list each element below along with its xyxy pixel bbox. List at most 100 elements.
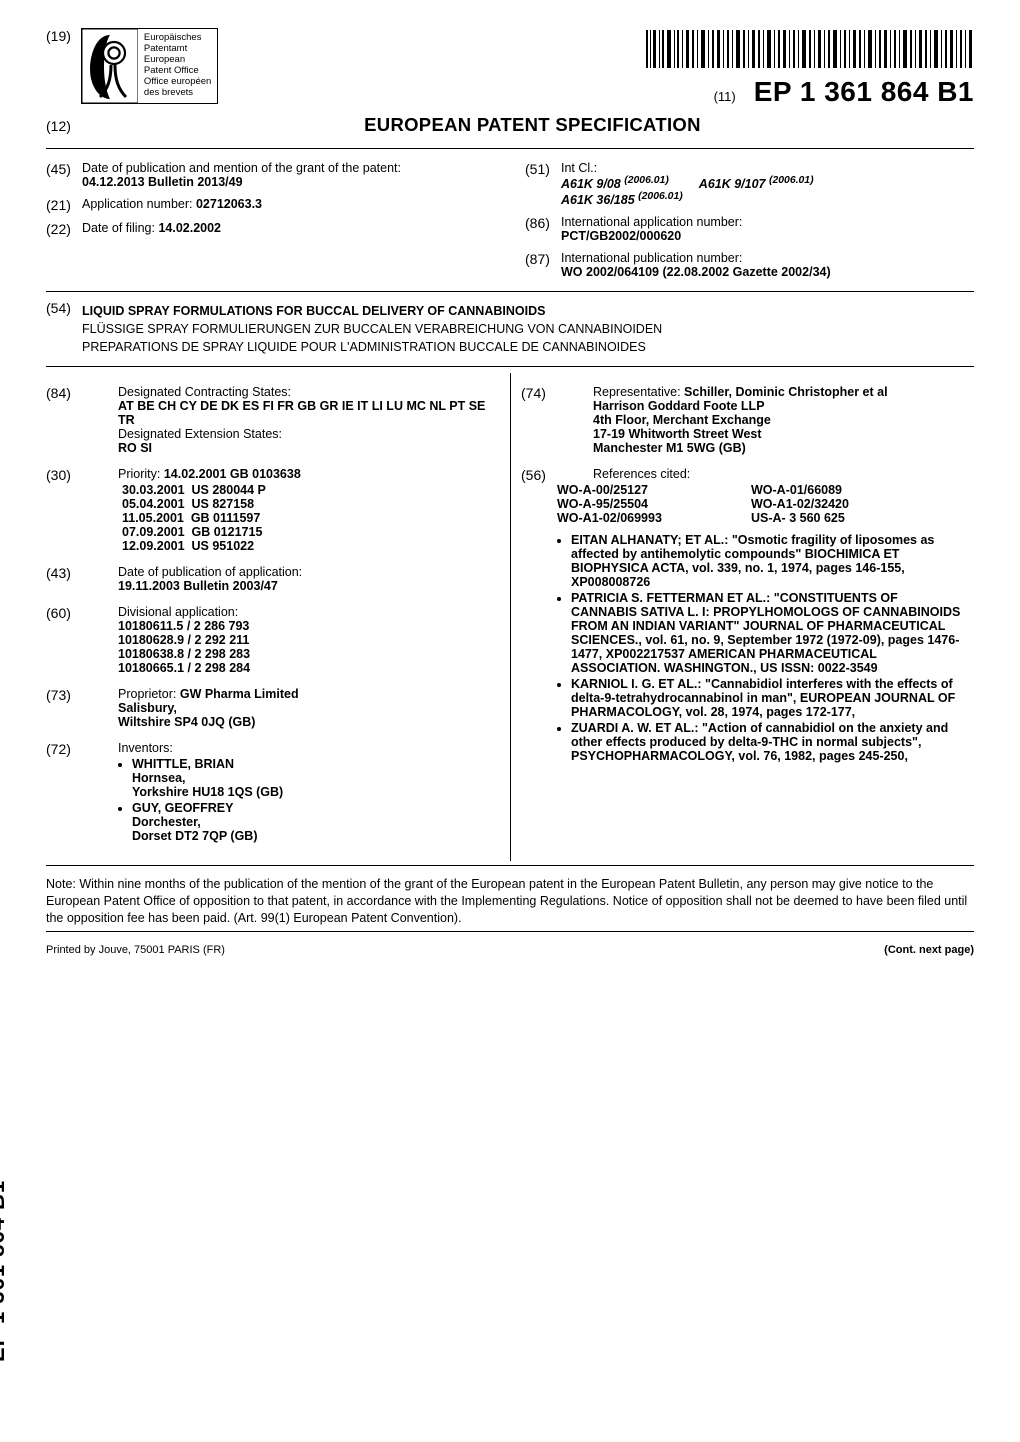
f73-label: Proprietor: bbox=[118, 687, 176, 701]
title-fr: PREPARATIONS DE SPRAY LIQUIDE POUR L'ADM… bbox=[82, 340, 974, 354]
divider bbox=[46, 366, 974, 367]
ref-npl: EITAN ALHANATY; ET AL.: "Osmotic fragili… bbox=[571, 533, 962, 589]
biblio-main: (84) Designated Contracting States: AT B… bbox=[46, 373, 974, 861]
f43-label: Date of publication of application: bbox=[118, 565, 302, 579]
inventor-addr: Yorkshire HU18 1QS (GB) bbox=[132, 785, 283, 799]
divisional-line: 10180628.9 / 2 292 211 bbox=[118, 633, 249, 647]
f45-label: Date of publication and mention of the g… bbox=[82, 161, 401, 175]
epo-logo: Europäisches Patentamt European Patent O… bbox=[81, 28, 218, 104]
inventor-item: WHITTLE, BRIAN Hornsea, Yorkshire HU18 1… bbox=[132, 757, 487, 799]
inid-72: (72) bbox=[46, 741, 76, 845]
f51-label: Int Cl.: bbox=[561, 161, 597, 175]
barcode-block: (11) EP 1 361 864 B1 bbox=[644, 28, 974, 108]
divisional-line: 10180611.5 / 2 286 793 bbox=[118, 619, 249, 633]
priority-line: 12.09.2001 US 951022 bbox=[122, 539, 487, 553]
inventor-name: WHITTLE, BRIAN bbox=[132, 757, 234, 771]
inventor-name: GUY, GEOFFREY bbox=[132, 801, 233, 815]
f21-label: Application number: bbox=[82, 197, 192, 211]
inid-22: (22) bbox=[46, 221, 76, 237]
inid-30: (30) bbox=[46, 467, 76, 483]
inventor-item: GUY, GEOFFREY Dorchester, Dorset DT2 7QP… bbox=[132, 801, 487, 843]
opposition-note: Note: Within nine months of the publicat… bbox=[46, 876, 974, 927]
priority-line: 14.02.2001 GB 0103638 bbox=[164, 467, 301, 481]
ipc-code: A61K 9/08 (2006.01) bbox=[561, 175, 669, 191]
divisional-line: 10180665.1 / 2 298 284 bbox=[118, 661, 250, 675]
inid-86: (86) bbox=[525, 215, 555, 243]
column-divider bbox=[510, 373, 511, 861]
f86-label: International application number: bbox=[561, 215, 742, 229]
inid-51: (51) bbox=[525, 161, 555, 207]
f87-value: WO 2002/064109 (22.08.2002 Gazette 2002/… bbox=[561, 265, 831, 279]
title-en: LIQUID SPRAY FORMULATIONS FOR BUCCAL DEL… bbox=[82, 304, 974, 318]
priority-line: 05.04.2001 US 827158 bbox=[122, 497, 487, 511]
ref-patent: WO-A-00/25127 bbox=[557, 483, 727, 497]
f84-ext: RO SI bbox=[118, 441, 152, 455]
divider bbox=[46, 931, 974, 932]
ref-patent: US-A- 3 560 625 bbox=[751, 511, 921, 525]
ref-npl: KARNIOL I. G. ET AL.: "Cannabidiol inter… bbox=[571, 677, 962, 719]
spine-pubnum: EP 1 361 864 B1 bbox=[0, 1180, 10, 1362]
document-kind: EUROPEAN PATENT SPECIFICATION bbox=[91, 114, 974, 136]
proprietor-addr: Salisbury, bbox=[118, 701, 177, 715]
divider bbox=[46, 148, 974, 149]
inid-45: (45) bbox=[46, 161, 76, 189]
cont-next-page: (Cont. next page) bbox=[884, 944, 974, 956]
ref-patent: WO-A-95/25504 bbox=[557, 497, 727, 511]
ref-patent: WO-A1-02/32420 bbox=[751, 497, 921, 511]
printer-line: Printed by Jouve, 75001 PARIS (FR) bbox=[46, 944, 225, 956]
f72-label: Inventors: bbox=[118, 741, 173, 755]
f87-label: International publication number: bbox=[561, 251, 742, 265]
divider bbox=[46, 865, 974, 866]
rep-addr: 4th Floor, Merchant Exchange bbox=[593, 413, 771, 427]
barcode-icon bbox=[644, 28, 974, 70]
divisional-line: 10180638.8 / 2 298 283 bbox=[118, 647, 250, 661]
refs-patents: WO-A-00/25127 WO-A-01/66089 WO-A-95/25504… bbox=[557, 483, 962, 525]
priority-line: 11.05.2001 GB 0111597 bbox=[122, 511, 487, 525]
ref-npl: PATRICIA S. FETTERMAN ET AL.: "CONSTITUE… bbox=[571, 591, 962, 675]
priority-line: 07.09.2001 GB 0121715 bbox=[122, 525, 487, 539]
biblio-top: (45) Date of publication and mention of … bbox=[46, 153, 974, 287]
epo-text-line: des brevets bbox=[144, 88, 211, 99]
rep-addr: Manchester M1 5WG (GB) bbox=[593, 441, 746, 455]
publication-number: EP 1 361 864 B1 bbox=[754, 76, 974, 108]
epo-logo-text: Europäisches Patentamt European Patent O… bbox=[138, 29, 217, 103]
inid-60: (60) bbox=[46, 605, 76, 675]
f86-value: PCT/GB2002/000620 bbox=[561, 229, 681, 243]
inid-19: (19) bbox=[46, 28, 71, 44]
priority-line: 30.03.2001 US 280044 P bbox=[122, 483, 487, 497]
ipc-code: A61K 36/185 (2006.01) bbox=[561, 191, 683, 207]
inid-74: (74) bbox=[521, 385, 551, 455]
f22-label: Date of filing: bbox=[82, 221, 155, 235]
inventor-addr: Dorchester, bbox=[132, 815, 201, 829]
f84-states: AT BE CH CY DE DK ES FI FR GB GR IE IT L… bbox=[118, 399, 485, 427]
inid-21: (21) bbox=[46, 197, 76, 213]
f22-value: 14.02.2002 bbox=[158, 221, 221, 235]
rep-addr: 17-19 Whitworth Street West bbox=[593, 427, 762, 441]
f43-value: 19.11.2003 Bulletin 2003/47 bbox=[118, 579, 278, 593]
inventor-addr: Hornsea, bbox=[132, 771, 186, 785]
inid-43: (43) bbox=[46, 565, 76, 593]
f74-label: Representative: bbox=[593, 385, 681, 399]
header-bar: (19) Europäisches Patentamt European Pat… bbox=[46, 28, 974, 108]
ref-patent: WO-A1-02/069993 bbox=[557, 511, 727, 525]
title-de: FLÜSSIGE SPRAY FORMULIERUNGEN ZUR BUCCAL… bbox=[82, 322, 974, 336]
f84-label: Designated Contracting States: bbox=[118, 385, 291, 399]
rep-name: Schiller, Dominic Christopher et al bbox=[684, 385, 888, 399]
epo-logo-icon bbox=[82, 29, 138, 103]
footer: Printed by Jouve, 75001 PARIS (FR) (Cont… bbox=[46, 944, 974, 956]
f45-value: 04.12.2013 Bulletin 2013/49 bbox=[82, 175, 243, 189]
ipc-code: A61K 9/107 (2006.01) bbox=[699, 175, 814, 191]
rep-addr: Harrison Goddard Foote LLP bbox=[593, 399, 765, 413]
inid-56: (56) bbox=[521, 467, 551, 483]
f21-value: 02712063.3 bbox=[196, 197, 262, 211]
f84-ext-label: Designated Extension States: bbox=[118, 427, 282, 441]
inid-87: (87) bbox=[525, 251, 555, 279]
divider bbox=[46, 291, 974, 292]
f60-label: Divisional application: bbox=[118, 605, 238, 619]
inid-12: (12) bbox=[46, 118, 71, 134]
proprietor-name: GW Pharma Limited bbox=[180, 687, 299, 701]
f56-label: References cited: bbox=[593, 467, 690, 481]
inid-73: (73) bbox=[46, 687, 76, 729]
ref-patent: WO-A-01/66089 bbox=[751, 483, 921, 497]
inid-54: (54) bbox=[46, 300, 76, 358]
